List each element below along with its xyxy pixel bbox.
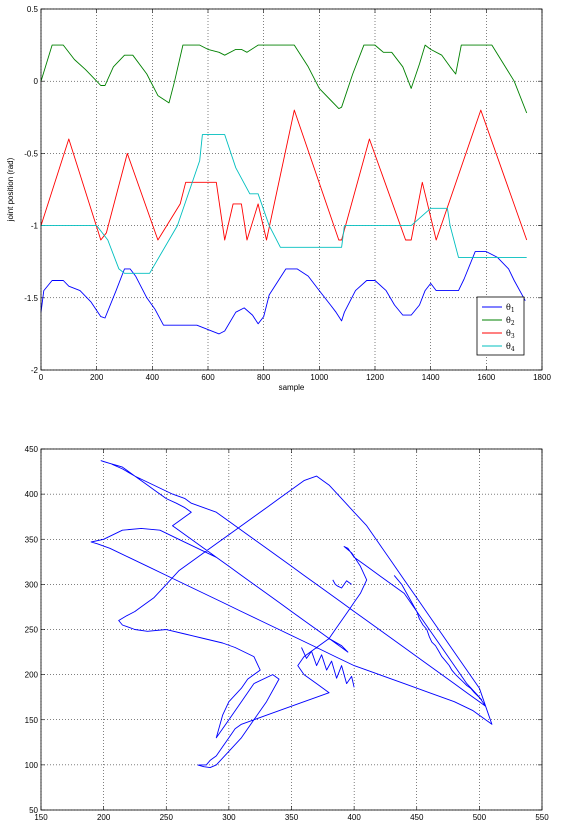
legend-label-subscript: 1 bbox=[511, 307, 515, 314]
x-tick-label: 350 bbox=[285, 813, 299, 822]
y-tick-label: 300 bbox=[25, 580, 39, 589]
trajectory-plot: 150 200 250 300 350 400 450 500 550 450 400 350 300 2… bbox=[25, 445, 550, 822]
x-tick-label: 500 bbox=[473, 813, 487, 822]
y-tick-label: 400 bbox=[25, 490, 39, 499]
series-line-1 bbox=[40, 251, 526, 335]
x-tick-label: 300 bbox=[222, 813, 236, 822]
x-tick-label: 250 bbox=[160, 813, 174, 822]
y-tick-label: 250 bbox=[25, 626, 39, 635]
y-tick-label: -1.5 bbox=[24, 294, 38, 303]
y-tick-label: 350 bbox=[25, 535, 39, 544]
y-tick-label: 200 bbox=[25, 671, 39, 680]
joint-position-plot: 0 200 400 600 800 1000 1200 1400 1600 1800 0.5 0 -0.… bbox=[6, 5, 551, 392]
legend-label-text: θ bbox=[506, 303, 511, 312]
x-tick-label: 1000 bbox=[310, 373, 328, 382]
x-tick-label: 400 bbox=[146, 373, 160, 382]
x-tick-label: 1800 bbox=[533, 373, 551, 382]
y-tick-label: 50 bbox=[29, 806, 38, 815]
y-tick-label: 100 bbox=[25, 761, 39, 770]
x-tick-label: 550 bbox=[535, 813, 549, 822]
legend-label-subscript: 3 bbox=[511, 333, 515, 340]
plot-frame bbox=[40, 8, 543, 371]
y-axis-label: joint position (rad) bbox=[6, 157, 15, 222]
x-axis-label: sample bbox=[279, 383, 305, 392]
series-line-3 bbox=[332, 579, 352, 589]
series-line-1 bbox=[90, 460, 493, 769]
series-line-2 bbox=[40, 44, 528, 114]
legend-label-text: θ bbox=[506, 342, 511, 351]
x-tick-label: 600 bbox=[201, 373, 215, 382]
x-tick-label: 400 bbox=[347, 813, 361, 822]
series-line-4 bbox=[301, 647, 355, 688]
x-tick-label: 200 bbox=[97, 813, 111, 822]
x-tick-label: 1200 bbox=[366, 373, 384, 382]
legend-label-subscript: 2 bbox=[511, 320, 515, 327]
y-tick-label: -2 bbox=[31, 366, 39, 375]
legend-label-3: θ3 bbox=[506, 329, 515, 340]
plot-frame bbox=[40, 448, 543, 811]
legend-label-4: θ4 bbox=[506, 342, 515, 353]
x-tick-label: 1400 bbox=[422, 373, 440, 382]
legend-label-subscript: 4 bbox=[511, 346, 515, 353]
y-tick-label: 0.5 bbox=[27, 5, 39, 14]
y-tick-label: 0 bbox=[34, 77, 39, 86]
series-line-2 bbox=[393, 575, 483, 701]
x-tick-label: 1600 bbox=[477, 373, 495, 382]
legend-label-1: θ1 bbox=[506, 303, 515, 314]
y-tick-label: 150 bbox=[25, 716, 39, 725]
legend-label-text: θ bbox=[506, 329, 511, 338]
legend-label-2: θ2 bbox=[506, 316, 515, 327]
x-tick-label: 800 bbox=[257, 373, 271, 382]
y-tick-label: -1 bbox=[31, 222, 39, 231]
x-tick-label: 150 bbox=[34, 813, 48, 822]
series-line-3 bbox=[40, 109, 528, 241]
x-tick-label: 200 bbox=[90, 373, 104, 382]
y-tick-label: 450 bbox=[25, 445, 39, 454]
series-line-4 bbox=[41, 134, 527, 274]
y-tick-label: -0.5 bbox=[24, 149, 38, 158]
legend-label-text: θ bbox=[506, 316, 511, 325]
x-tick-label: 450 bbox=[410, 813, 424, 822]
x-tick-label: 0 bbox=[39, 373, 44, 382]
